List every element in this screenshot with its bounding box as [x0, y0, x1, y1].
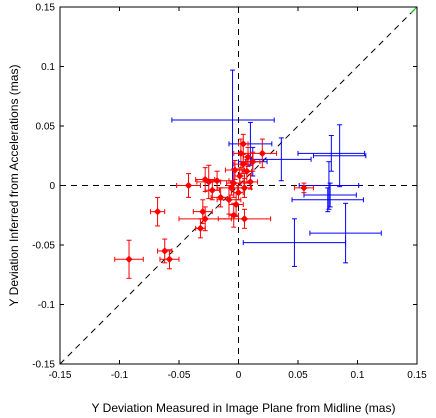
- red-marker: [208, 186, 216, 194]
- red-marker: [236, 172, 244, 180]
- red-marker: [300, 184, 308, 192]
- blue-point: [242, 218, 347, 267]
- red-marker: [240, 215, 249, 223]
- red-point: [176, 173, 201, 198]
- blue-point: [303, 182, 357, 208]
- y-tick-label: 0: [49, 181, 55, 192]
- red-point: [149, 196, 166, 227]
- red-point: [293, 182, 314, 194]
- red-marker: [213, 177, 221, 185]
- y-axis-title: Y Deviation Inferred from Accelerations …: [7, 65, 21, 307]
- red-marker: [232, 200, 240, 209]
- red-point: [210, 187, 231, 208]
- red-marker: [231, 166, 239, 174]
- y-tick-label: -0.15: [32, 360, 55, 371]
- y-tick-label: -0.05: [32, 241, 55, 252]
- red-point: [242, 174, 259, 190]
- red-marker: [244, 153, 252, 161]
- blue-point: [298, 161, 360, 210]
- diagonal-reference-line: [59, 6, 418, 365]
- x-axis-title: Y Deviation Measured in Image Plane from…: [92, 401, 396, 415]
- red-marker: [239, 140, 247, 148]
- red-marker: [217, 193, 225, 202]
- x-tick-label: -0.15: [49, 370, 72, 381]
- red-marker: [240, 184, 249, 192]
- red-point: [192, 199, 213, 225]
- red-point: [238, 133, 249, 154]
- blue-point: [291, 187, 364, 213]
- red-point: [247, 138, 278, 169]
- red-point: [242, 146, 254, 167]
- red-marker: [249, 158, 257, 166]
- blue-point: [171, 117, 275, 123]
- blue-point: [297, 135, 366, 172]
- x-tick-label: -0.1: [111, 370, 129, 381]
- blue-point: [312, 124, 367, 188]
- red-marker: [153, 208, 162, 216]
- x-tick-label: 0.15: [407, 370, 427, 381]
- red-point: [233, 185, 244, 201]
- red-point: [245, 151, 261, 172]
- series-blue: [171, 69, 382, 267]
- series-red: [114, 133, 314, 279]
- green-diagonal-segment: [410, 6, 418, 14]
- red-marker: [199, 208, 207, 216]
- y-tick-label: -0.1: [38, 300, 56, 311]
- y-tick-label: 0.05: [36, 122, 56, 133]
- y-tick-label: 0.15: [36, 3, 56, 14]
- red-point: [217, 208, 272, 229]
- x-tick-label: -0.05: [168, 370, 191, 381]
- red-marker: [196, 224, 205, 232]
- blue-point: [230, 69, 236, 183]
- red-point: [234, 168, 245, 184]
- red-point: [216, 185, 242, 215]
- x-tick-label: 0.05: [288, 370, 308, 381]
- red-point: [228, 192, 244, 217]
- red-marker: [230, 179, 238, 187]
- red-marker: [258, 149, 266, 157]
- red-point: [241, 158, 253, 184]
- y-tick-label: 0.1: [41, 62, 55, 73]
- x-tick-label: 0: [236, 370, 242, 381]
- red-marker: [246, 178, 255, 186]
- red-point: [114, 239, 144, 279]
- red-point: [159, 249, 180, 270]
- x-tick-label: 0.1: [351, 370, 365, 381]
- red-marker: [125, 255, 133, 263]
- red-marker: [243, 167, 251, 175]
- axis-ticks: -0.15 -0.1 -0.05 0 0.05 0.1 0.15 -0.15 -0.1 -0.05…: [32, 3, 427, 382]
- red-marker: [234, 189, 243, 197]
- red-marker: [165, 255, 174, 263]
- red-marker: [184, 181, 193, 190]
- red-point: [195, 218, 206, 239]
- red-marker: [161, 247, 169, 255]
- blue-point: [309, 202, 382, 264]
